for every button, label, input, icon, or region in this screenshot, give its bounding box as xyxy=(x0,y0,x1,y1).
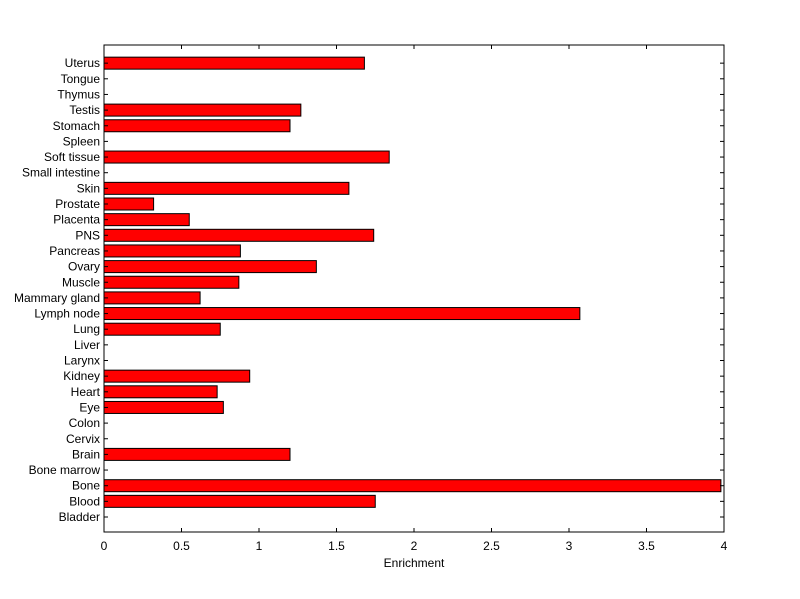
y-tick-label-bladder: Bladder xyxy=(59,510,100,524)
y-tick-label-cervix: Cervix xyxy=(66,432,100,446)
y-tick-label-uterus: Uterus xyxy=(65,56,100,70)
y-tick-label-spleen: Spleen xyxy=(63,134,100,148)
bar-uterus xyxy=(103,56,365,70)
bar-lung xyxy=(103,322,221,336)
bar-pancreas xyxy=(103,244,241,258)
x-axis-label: Enrichment xyxy=(384,556,445,570)
x-tick-label: 2.5 xyxy=(483,539,500,553)
bar-muscle xyxy=(103,275,240,289)
y-tick-label-skin: Skin xyxy=(77,181,100,195)
bar-ovary xyxy=(103,260,317,274)
bar-eye xyxy=(103,400,224,414)
x-tick-label: 1 xyxy=(256,539,263,553)
bar-testis xyxy=(103,103,302,117)
y-tick-label-liver: Liver xyxy=(74,338,100,352)
y-tick-label-pns: PNS xyxy=(75,228,100,242)
bar-brain xyxy=(103,447,291,461)
x-tick-label: 4 xyxy=(721,539,728,553)
x-tick-label: 2 xyxy=(411,539,418,553)
y-tick-label-testis: Testis xyxy=(69,103,100,117)
bar-stomach xyxy=(103,119,291,133)
y-tick-label-colon: Colon xyxy=(69,416,100,430)
y-tick-label-mammary-gland: Mammary gland xyxy=(14,291,100,305)
x-tick-label: 3 xyxy=(566,539,573,553)
y-tick-label-muscle: Muscle xyxy=(62,275,100,289)
y-tick-label-brain: Brain xyxy=(72,447,100,461)
x-tick-label: 0.5 xyxy=(173,539,190,553)
y-tick-label-blood: Blood xyxy=(69,494,100,508)
y-tick-label-lung: Lung xyxy=(73,322,100,336)
y-tick-label-eye: Eye xyxy=(79,400,100,414)
y-tick-label-kidney: Kidney xyxy=(63,369,100,383)
y-tick-label-soft-tissue: Soft tissue xyxy=(44,150,100,164)
bar-blood xyxy=(103,494,376,508)
y-tick-label-lymph-node: Lymph node xyxy=(34,307,100,321)
y-tick-label-tongue: Tongue xyxy=(61,72,101,86)
bar-kidney xyxy=(103,369,251,383)
y-tick-label-heart: Heart xyxy=(71,385,101,399)
y-tick-label-placenta: Placenta xyxy=(53,213,100,227)
bar-pns xyxy=(103,228,375,242)
bar-placenta xyxy=(103,213,190,227)
bar-mammary-gland xyxy=(103,291,201,305)
plot-frame xyxy=(103,44,725,533)
bar-skin xyxy=(103,181,350,195)
y-tick-label-bone: Bone xyxy=(72,479,100,493)
y-tick-label-prostate: Prostate xyxy=(55,197,100,211)
y-tick-label-small-intestine: Small intestine xyxy=(22,166,100,180)
y-tick-label-thymus: Thymus xyxy=(57,87,100,101)
y-tick-label-stomach: Stomach xyxy=(53,119,100,133)
bar-prostate xyxy=(103,197,155,211)
bar-bone xyxy=(103,479,722,493)
y-tick-label-ovary: Ovary xyxy=(68,260,100,274)
bar-heart xyxy=(103,385,218,399)
y-tick-label-pancreas: Pancreas xyxy=(49,244,100,258)
x-tick-label: 0 xyxy=(101,539,108,553)
bar-lymph-node xyxy=(103,307,581,321)
y-tick-label-larynx: Larynx xyxy=(64,354,100,368)
x-tick-label: 3.5 xyxy=(638,539,655,553)
bar-soft-tissue xyxy=(103,150,390,164)
y-tick-label-bone-marrow: Bone marrow xyxy=(29,463,101,477)
x-tick-label: 1.5 xyxy=(328,539,345,553)
